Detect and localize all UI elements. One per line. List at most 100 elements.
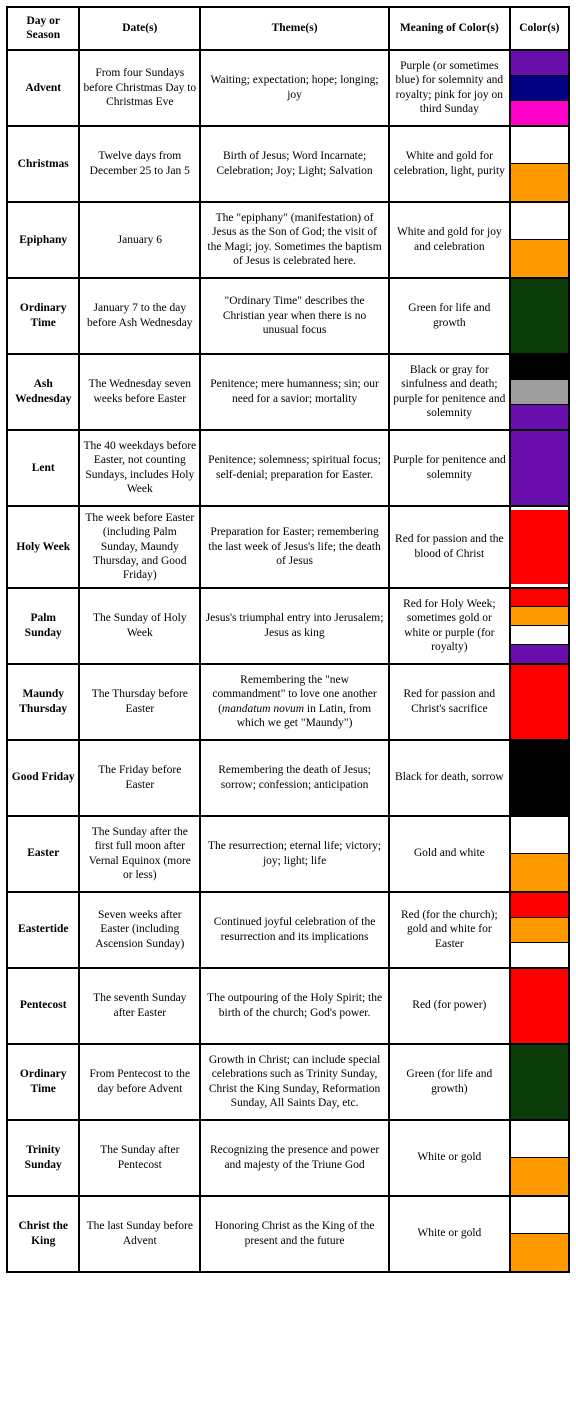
table-row: Palm SundayThe Sunday of Holy WeekJesus'…: [7, 588, 569, 664]
season-themes: Birth of Jesus; Word Incarnate; Celebrat…: [200, 126, 389, 202]
season-colors: [510, 430, 569, 506]
color-swatch: [511, 665, 568, 739]
season-themes: "Ordinary Time" describes the Christian …: [200, 278, 389, 354]
color-swatch: [511, 917, 568, 942]
season-colors: [510, 202, 569, 278]
season-dates: The Sunday after Pentecost: [79, 1120, 200, 1196]
color-swatch: [511, 239, 568, 277]
season-themes: Continued joyful celebration of the resu…: [200, 892, 389, 968]
season-meaning: Purple (or sometimes blue) for solemnity…: [389, 50, 510, 126]
color-swatch: [511, 893, 568, 917]
season-meaning: Green (for life and growth): [389, 1044, 510, 1120]
season-themes: Honoring Christ as the King of the prese…: [200, 1196, 389, 1272]
season-colors: [510, 816, 569, 892]
season-meaning: White or gold: [389, 1120, 510, 1196]
season-colors: [510, 740, 569, 816]
season-name: Eastertide: [7, 892, 79, 968]
color-swatch: [511, 817, 568, 854]
season-name: Epiphany: [7, 202, 79, 278]
header-colors: Color(s): [510, 7, 569, 50]
color-swatch: [511, 75, 568, 100]
season-meaning: White and gold for celebration, light, p…: [389, 126, 510, 202]
season-meaning: Red (for the church); gold and white for…: [389, 892, 510, 968]
season-dates: January 7 to the day before Ash Wednesda…: [79, 278, 200, 354]
table-row: EasterThe Sunday after the first full mo…: [7, 816, 569, 892]
color-swatch: [511, 589, 568, 607]
season-name: Trinity Sunday: [7, 1120, 79, 1196]
season-dates: The Friday before Easter: [79, 740, 200, 816]
season-name: Easter: [7, 816, 79, 892]
season-colors: [510, 50, 569, 126]
color-swatch: [511, 942, 568, 967]
table-row: Good FridayThe Friday before EasterRemem…: [7, 740, 569, 816]
table-row: LentThe 40 weekdays before Easter, not c…: [7, 430, 569, 506]
season-meaning: Black for death, sorrow: [389, 740, 510, 816]
season-themes: Remembering the "new commandment" to lov…: [200, 664, 389, 740]
season-name: Ash Wednesday: [7, 354, 79, 430]
header-dates: Date(s): [79, 7, 200, 50]
color-swatch: [511, 1045, 568, 1119]
color-swatch: [511, 1233, 568, 1271]
season-colors: [510, 506, 569, 588]
season-themes: The resurrection; eternal life; victory;…: [200, 816, 389, 892]
color-swatch: [511, 203, 568, 240]
color-swatch: [511, 1121, 568, 1158]
color-swatch: [511, 51, 568, 75]
color-swatch: [511, 127, 568, 164]
season-colors: [510, 968, 569, 1044]
table-row: Trinity SundayThe Sunday after Pentecost…: [7, 1120, 569, 1196]
season-themes: Preparation for Easter; remembering the …: [200, 506, 389, 588]
season-dates: The week before Easter (including Palm S…: [79, 506, 200, 588]
header-name: Day or Season: [7, 7, 79, 50]
season-colors: [510, 1120, 569, 1196]
season-colors: [510, 126, 569, 202]
color-swatch: [511, 100, 568, 125]
table-row: AdventFrom four Sundays before Christmas…: [7, 50, 569, 126]
color-swatch: [511, 163, 568, 201]
season-dates: The seventh Sunday after Easter: [79, 968, 200, 1044]
season-colors: [510, 354, 569, 430]
color-swatch: [511, 355, 568, 379]
season-meaning: Green for life and growth: [389, 278, 510, 354]
color-swatch: [511, 431, 568, 505]
liturgical-calendar-table: Day or Season Date(s) Theme(s) Meaning o…: [6, 6, 570, 1273]
season-themes: The outpouring of the Holy Spirit; the b…: [200, 968, 389, 1044]
color-swatch: [511, 625, 568, 644]
season-colors: [510, 588, 569, 664]
season-name: Christmas: [7, 126, 79, 202]
table-row: Ordinary TimeFrom Pentecost to the day b…: [7, 1044, 569, 1120]
table-row: EastertideSeven weeks after Easter (incl…: [7, 892, 569, 968]
color-swatch: [511, 969, 568, 1043]
season-dates: The Sunday after the first full moon aft…: [79, 816, 200, 892]
header-meaning: Meaning of Color(s): [389, 7, 510, 50]
table-row: Christ the KingThe last Sunday before Ad…: [7, 1196, 569, 1272]
season-name: Advent: [7, 50, 79, 126]
season-name: Ordinary Time: [7, 278, 79, 354]
season-dates: The 40 weekdays before Easter, not count…: [79, 430, 200, 506]
color-swatch: [511, 606, 568, 625]
season-meaning: Red (for power): [389, 968, 510, 1044]
season-name: Good Friday: [7, 740, 79, 816]
season-themes: Jesus's triumphal entry into Jerusalem; …: [200, 588, 389, 664]
color-swatch: [511, 279, 568, 353]
season-dates: The Sunday of Holy Week: [79, 588, 200, 664]
color-swatch: [511, 853, 568, 891]
color-swatch: [511, 1197, 568, 1234]
table-row: EpiphanyJanuary 6The "epiphany" (manifes…: [7, 202, 569, 278]
season-name: Lent: [7, 430, 79, 506]
season-themes: Growth in Christ; can include special ce…: [200, 1044, 389, 1120]
season-dates: From four Sundays before Christmas Day t…: [79, 50, 200, 126]
color-swatch: [511, 510, 568, 584]
season-dates: The Wednesday seven weeks before Easter: [79, 354, 200, 430]
season-name: Pentecost: [7, 968, 79, 1044]
season-name: Ordinary Time: [7, 1044, 79, 1120]
color-swatch: [511, 379, 568, 404]
season-themes: Waiting; expectation; hope; longing; joy: [200, 50, 389, 126]
season-colors: [510, 664, 569, 740]
table-row: Ordinary TimeJanuary 7 to the day before…: [7, 278, 569, 354]
season-colors: [510, 892, 569, 968]
header-themes: Theme(s): [200, 7, 389, 50]
season-name: Palm Sunday: [7, 588, 79, 664]
table-row: PentecostThe seventh Sunday after Easter…: [7, 968, 569, 1044]
season-dates: January 6: [79, 202, 200, 278]
